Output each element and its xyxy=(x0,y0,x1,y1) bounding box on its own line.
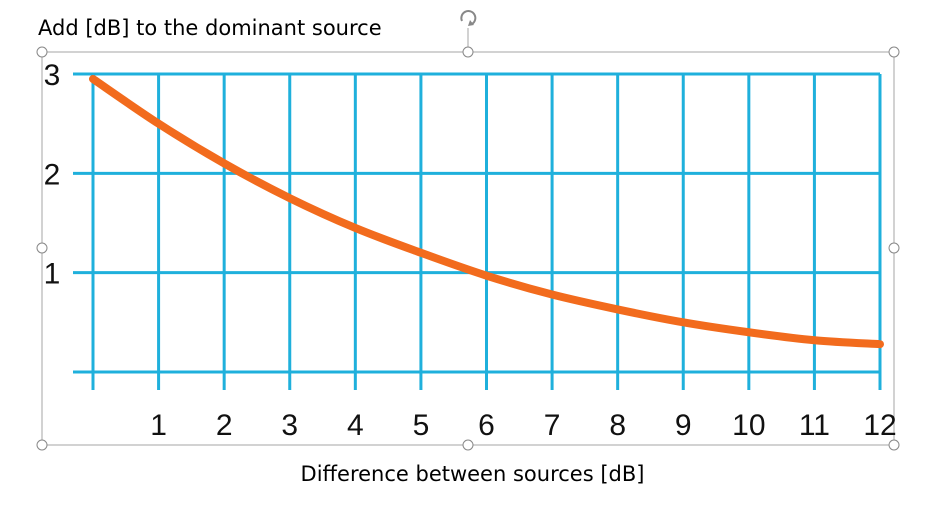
x-tick-label: 10 xyxy=(732,409,765,442)
x-tick-label: 6 xyxy=(478,409,495,442)
y-tick-label: 2 xyxy=(44,158,61,191)
y-tick-label: 1 xyxy=(44,258,61,291)
resize-handle-top-right[interactable] xyxy=(888,46,900,58)
rotate-icon[interactable] xyxy=(460,10,477,26)
x-tick-label: 1 xyxy=(150,409,167,442)
x-tick-label: 3 xyxy=(281,409,298,442)
resize-handle-left[interactable] xyxy=(36,242,48,254)
selection-frame xyxy=(41,51,895,446)
x-tick-label: 8 xyxy=(609,409,626,442)
grid xyxy=(73,72,882,390)
resize-handle-top[interactable] xyxy=(462,46,474,58)
x-axis-label: Difference between sources [dB] xyxy=(300,462,645,486)
x-tick-label: 7 xyxy=(544,409,561,442)
x-tick-label: 11 xyxy=(799,409,830,442)
series xyxy=(89,74,884,349)
x-tick-label: 2 xyxy=(216,409,233,442)
x-tick-label: 12 xyxy=(863,409,896,442)
y-tick-label: 3 xyxy=(44,59,61,92)
x-tick-label: 4 xyxy=(347,409,364,442)
resize-handle-right[interactable] xyxy=(888,242,900,254)
y-axis-label: Add [dB] to the dominant source xyxy=(38,16,382,40)
resize-handle-top-left[interactable] xyxy=(36,46,48,58)
resize-handle-bottom-right[interactable] xyxy=(888,439,900,451)
resize-handle-bottom[interactable] xyxy=(462,439,474,451)
resize-handle-bottom-left[interactable] xyxy=(36,439,48,451)
x-tick-label: 5 xyxy=(413,409,430,442)
x-tick-label: 9 xyxy=(675,409,692,442)
series-line-0 xyxy=(89,74,884,349)
